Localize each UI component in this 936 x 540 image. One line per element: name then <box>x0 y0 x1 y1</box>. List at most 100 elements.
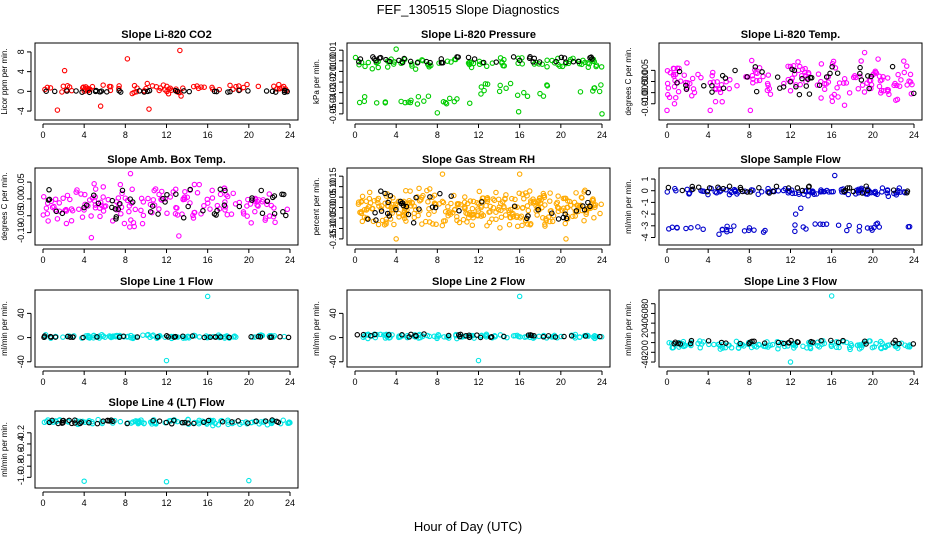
reference-point <box>257 334 264 340</box>
data-point <box>462 194 468 200</box>
data-point <box>445 204 451 210</box>
data-point <box>820 221 826 228</box>
reference-point <box>413 194 419 201</box>
plot-frame <box>658 289 923 368</box>
reference-point <box>488 334 495 340</box>
reference-point <box>262 418 269 424</box>
data-point <box>418 197 424 203</box>
panel-7: Slope Line 1 Flow ml/min per min. 0 4 8 12 16 2… <box>0 276 299 387</box>
outlier-point <box>664 107 670 114</box>
reference-point <box>766 190 773 196</box>
outlier-point <box>563 236 569 242</box>
data-point <box>119 190 125 197</box>
x-tick-label: 20 <box>556 255 566 265</box>
y-tick-label: -0.02 <box>328 72 338 93</box>
data-point <box>100 208 107 214</box>
reference-point <box>396 57 402 64</box>
reference-point <box>78 419 85 425</box>
data-point <box>504 334 510 341</box>
data-point <box>117 418 124 425</box>
data-point <box>403 218 409 224</box>
data-point <box>510 210 516 217</box>
data-point <box>91 181 97 187</box>
data-point <box>856 223 863 230</box>
data-point <box>666 94 673 101</box>
data-point <box>835 222 842 228</box>
data-point <box>191 181 198 188</box>
data-point <box>688 224 694 231</box>
panel-2: Slope Li-820 Pressure kPa per min. 0 4 8 12 16… <box>312 29 611 140</box>
data-point <box>826 189 832 195</box>
data-point <box>131 223 137 230</box>
y-tick-label: -20 <box>640 346 650 359</box>
reference-point <box>796 91 803 98</box>
panel-4: Slope Amb. Box Temp. degrees C per min. 0 4… <box>0 154 299 265</box>
reference-point <box>737 340 743 347</box>
data-point <box>823 81 829 87</box>
reference-point <box>525 213 531 219</box>
y-tick-label: -0.15 <box>328 229 338 250</box>
data-point <box>544 64 550 70</box>
y-tick-label: 80 <box>640 299 650 309</box>
data-point <box>596 88 603 95</box>
data-point <box>666 340 672 346</box>
data-point <box>375 221 382 228</box>
reference-point <box>687 340 694 347</box>
outlier-point <box>176 233 182 239</box>
reference-point <box>182 419 188 426</box>
figure-title: FEF_130515 Slope Diagnostics <box>377 2 560 17</box>
data-point <box>555 205 562 211</box>
outlier-point <box>599 111 605 117</box>
x-tick-label: 20 <box>868 255 878 265</box>
data-point <box>233 334 239 340</box>
data-point <box>419 221 425 227</box>
data-point <box>834 85 840 91</box>
reference-point <box>799 75 805 82</box>
reference-point <box>864 187 871 194</box>
data-point <box>132 206 139 213</box>
data-point <box>671 83 678 90</box>
reference-point <box>676 68 683 75</box>
outlier-point <box>707 107 713 114</box>
x-tick-label: 4 <box>706 255 711 265</box>
y-axis-label: percent per min. <box>312 178 321 236</box>
reference-point <box>850 188 857 195</box>
data-point <box>81 207 87 213</box>
reference-point <box>568 333 575 339</box>
data-point <box>403 187 409 194</box>
reference-point <box>66 417 72 424</box>
reference-point <box>477 334 484 341</box>
data-point <box>470 214 476 221</box>
reference-point <box>423 58 430 65</box>
data-point <box>710 69 716 76</box>
data-point <box>76 206 82 212</box>
reference-point <box>248 334 254 340</box>
reference-point <box>258 187 265 194</box>
data-point <box>63 206 69 213</box>
data-point <box>903 63 910 69</box>
data-point <box>534 212 540 218</box>
data-point <box>356 99 363 106</box>
data-point <box>781 343 788 350</box>
panel-8: Slope Line 2 Flow ml/min per min. 0 4 8 12 16 2… <box>312 276 611 387</box>
y-axis-label: degrees C per min. <box>0 172 9 240</box>
reference-point <box>510 54 517 60</box>
reference-point <box>751 338 757 344</box>
x-tick-label: 0 <box>664 255 669 265</box>
data-point <box>880 73 886 80</box>
reference-point <box>866 85 872 92</box>
reference-point <box>403 203 410 210</box>
x-tick-label: 24 <box>285 130 295 140</box>
x-tick-label: 0 <box>40 255 45 265</box>
data-point <box>365 335 371 342</box>
data-point <box>711 341 717 348</box>
x-tick-label: 12 <box>785 130 795 140</box>
data-point <box>581 217 587 224</box>
data-point <box>732 187 739 194</box>
y-axis-label: kPa per min. <box>312 59 321 104</box>
panels: Slope Li-820 CO2 Licor ppm per min. 0 4 8 12 1… <box>0 29 923 508</box>
data-point <box>409 63 415 69</box>
data-point <box>698 74 704 81</box>
panel-title: Slope Line 1 Flow <box>120 276 213 288</box>
data-point <box>524 221 531 227</box>
